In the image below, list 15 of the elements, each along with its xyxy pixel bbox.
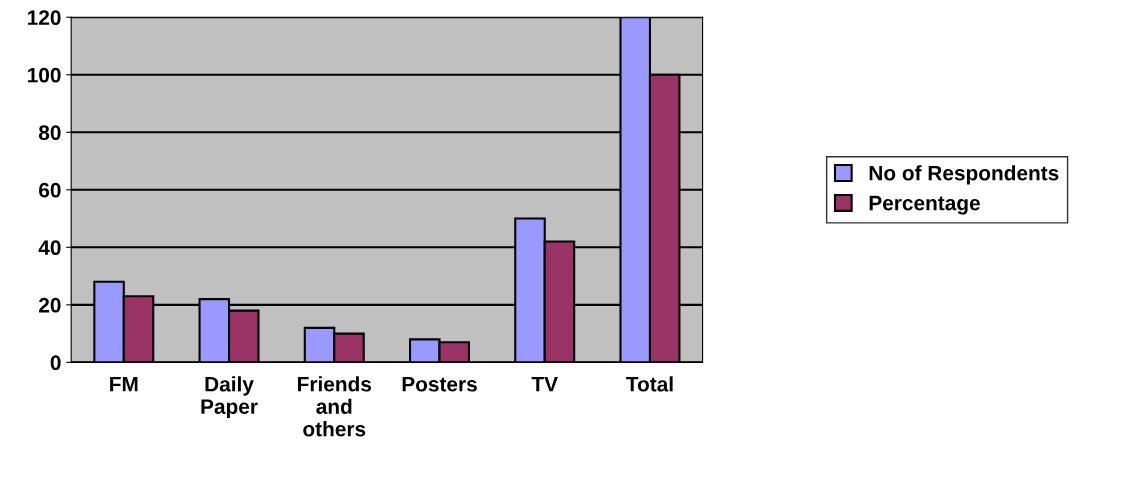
legend-label: No of Respondents: [869, 165, 1059, 185]
y-tick-label: 0: [50, 355, 61, 371]
x-tick-label: FM: [110, 377, 138, 392]
y-tick-label: 80: [38, 125, 61, 141]
y-tick-label: 60: [39, 182, 61, 198]
x-tick-label: Friends and others: [298, 376, 372, 437]
x-tick-label: Total: [626, 376, 673, 392]
y-tick-label: 40: [38, 240, 61, 256]
y-tick-label: 100: [28, 67, 61, 83]
legend-label: Percentage: [869, 195, 980, 215]
y-tick-label: 20: [39, 297, 61, 313]
x-tick-label: Posters: [402, 377, 477, 392]
x-tick-label: Daily Paper: [201, 376, 258, 419]
x-tick-label: TV: [531, 377, 558, 392]
y-tick-label: 120: [28, 10, 61, 26]
